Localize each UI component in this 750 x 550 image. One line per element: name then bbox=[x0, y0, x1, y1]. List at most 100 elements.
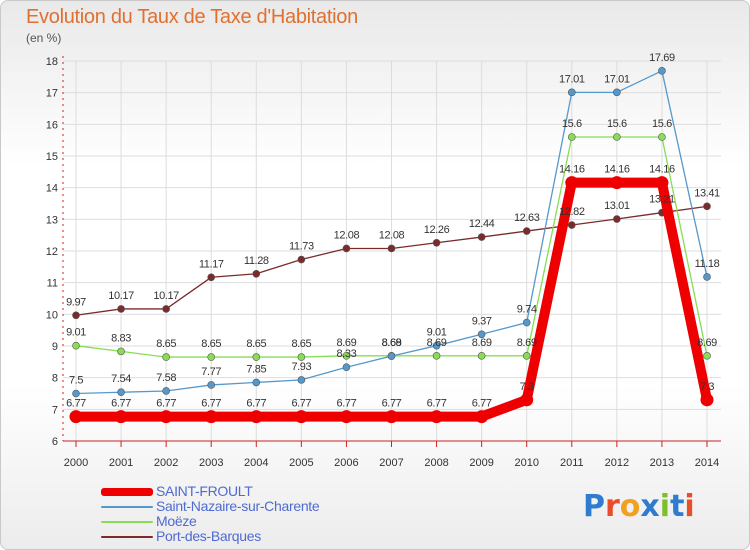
data-point bbox=[207, 353, 216, 361]
data-label: 7.77 bbox=[201, 366, 221, 378]
data-point bbox=[477, 352, 486, 360]
data-point bbox=[658, 133, 666, 141]
legend-label: Port-des-Barques bbox=[156, 528, 261, 544]
y-tick-label: 13 bbox=[46, 214, 58, 226]
data-label: 12.82 bbox=[559, 206, 585, 218]
data-label: 12.63 bbox=[514, 212, 540, 224]
x-tick-label: 2001 bbox=[109, 457, 133, 469]
legend-label: Saint-Nazaire-sur-Charente bbox=[156, 498, 320, 514]
data-point bbox=[204, 410, 218, 424]
data-label: 8.69 bbox=[382, 337, 402, 349]
data-point bbox=[475, 410, 489, 424]
data-point bbox=[567, 133, 576, 141]
x-tick-label: 2000 bbox=[64, 457, 88, 469]
data-point bbox=[520, 393, 534, 407]
data-label: 8.69 bbox=[337, 337, 357, 349]
data-point bbox=[522, 352, 531, 360]
data-label: 9.01 bbox=[427, 327, 447, 339]
y-tick-label: 10 bbox=[46, 309, 58, 321]
data-label: 8.69 bbox=[697, 337, 717, 349]
data-label: 7.3 bbox=[520, 381, 534, 393]
x-tick-label: 2012 bbox=[605, 457, 629, 469]
y-tick-label: 8 bbox=[52, 373, 58, 385]
data-label: 6.77 bbox=[111, 398, 131, 410]
data-point bbox=[342, 352, 351, 360]
x-tick-label: 2008 bbox=[424, 457, 448, 469]
legend-swatch-moeze bbox=[101, 521, 153, 523]
y-tick-label: 12 bbox=[46, 246, 58, 258]
data-label: 13.01 bbox=[604, 200, 630, 212]
data-point bbox=[613, 215, 621, 223]
data-point bbox=[162, 305, 170, 313]
data-label: 13.21 bbox=[649, 194, 675, 206]
data-label: 8.65 bbox=[156, 338, 176, 350]
data-point bbox=[297, 353, 306, 361]
y-tick-label: 9 bbox=[52, 341, 58, 353]
y-tick-label: 18 bbox=[46, 56, 58, 68]
data-label: 10.17 bbox=[108, 290, 134, 302]
data-point bbox=[117, 347, 125, 356]
data-point bbox=[522, 318, 531, 327]
data-point bbox=[387, 352, 396, 360]
x-tick-label: 2010 bbox=[514, 457, 538, 469]
data-label: 14.16 bbox=[649, 164, 675, 176]
data-label: 6.77 bbox=[427, 398, 447, 410]
data-point bbox=[114, 410, 128, 424]
data-point bbox=[294, 410, 308, 424]
x-tick-label: 2013 bbox=[650, 457, 674, 469]
data-label: 17.01 bbox=[604, 73, 630, 85]
data-label: 11.18 bbox=[695, 258, 720, 270]
data-label: 12.08 bbox=[334, 229, 360, 241]
data-label: 9.37 bbox=[472, 315, 492, 327]
x-tick-label: 2003 bbox=[199, 457, 223, 469]
data-point bbox=[658, 67, 666, 75]
x-tick-label: 2009 bbox=[469, 457, 493, 469]
y-tick-label: 6 bbox=[52, 436, 58, 448]
data-point bbox=[477, 233, 486, 241]
data-label: 14.16 bbox=[604, 164, 630, 176]
data-label: 14.16 bbox=[559, 164, 585, 176]
chart-title: Evolution du Taux de Taxe d'Habitation bbox=[26, 6, 358, 28]
data-point bbox=[252, 353, 261, 361]
data-point bbox=[207, 381, 216, 389]
y-tick-label: 16 bbox=[46, 119, 58, 131]
data-point bbox=[613, 88, 621, 97]
data-point bbox=[703, 202, 711, 211]
data-label: 6.77 bbox=[291, 398, 311, 410]
data-point bbox=[565, 176, 579, 190]
data-label: 8.33 bbox=[337, 348, 357, 360]
data-point bbox=[655, 176, 669, 190]
data-point bbox=[252, 378, 261, 387]
y-tick-label: 17 bbox=[46, 88, 58, 100]
x-tick-label: 2002 bbox=[154, 457, 178, 469]
data-point bbox=[72, 341, 80, 350]
data-label: 15.6 bbox=[652, 118, 672, 130]
data-point bbox=[522, 227, 531, 235]
logo-letter: i bbox=[684, 489, 695, 524]
legend-swatch-saint-nazaire bbox=[101, 506, 153, 508]
data-point bbox=[385, 410, 398, 424]
x-tick-label: 2007 bbox=[379, 457, 403, 469]
data-label: 8.65 bbox=[246, 338, 266, 350]
data-point bbox=[342, 363, 351, 372]
data-label: 6.77 bbox=[156, 398, 176, 410]
data-label: 12.08 bbox=[379, 229, 405, 241]
data-point bbox=[162, 353, 170, 361]
data-point bbox=[69, 410, 83, 424]
logo-letter: o bbox=[619, 489, 641, 524]
data-label: 9.01 bbox=[66, 327, 86, 339]
data-point bbox=[477, 330, 486, 339]
data-label: 8.69 bbox=[427, 337, 447, 349]
data-point bbox=[342, 244, 351, 253]
y-tick-label: 11 bbox=[47, 278, 58, 290]
data-point bbox=[159, 410, 173, 424]
data-point bbox=[567, 221, 576, 229]
legend-label: SAINT-FROULT bbox=[156, 483, 253, 499]
data-point bbox=[703, 273, 711, 281]
data-label: 8.65 bbox=[291, 338, 311, 350]
x-tick-label: 2011 bbox=[560, 457, 584, 469]
logo-letter: r bbox=[605, 489, 620, 524]
data-label: 15.6 bbox=[562, 118, 582, 130]
data-point bbox=[432, 238, 441, 247]
